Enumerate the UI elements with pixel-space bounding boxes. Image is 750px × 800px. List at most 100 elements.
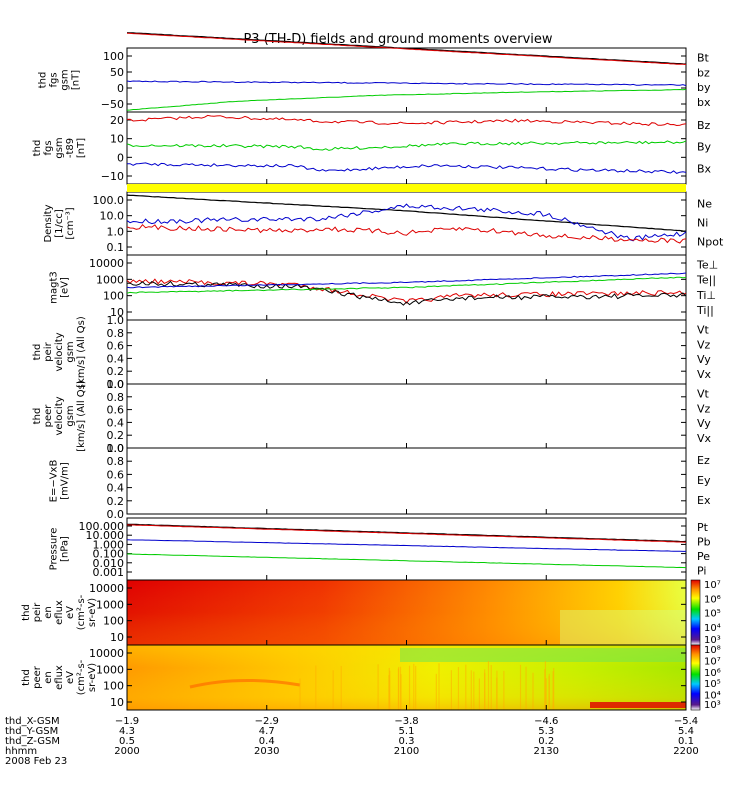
y-tick-label: 20 — [110, 114, 124, 127]
spectrogram-low-flux — [560, 610, 686, 645]
y-tick-label: 1.0 — [107, 442, 125, 455]
y-tick-label: 0.0 — [107, 442, 125, 455]
series-By — [126, 140, 687, 151]
legend-Vx: Vx — [697, 368, 712, 381]
legend-Vy: Vy — [697, 417, 711, 430]
y-axis-label: E=−VxB — [49, 460, 60, 503]
quality-flag-bar — [127, 184, 686, 192]
y-axis-label: thd — [32, 408, 43, 425]
y-axis-label: magt3 — [49, 271, 60, 304]
panel-frame — [126, 111, 687, 185]
colorbar-label: 10⁷ — [704, 656, 721, 667]
x-axis-value: 0.2 — [538, 736, 554, 747]
legend-bx: bx — [697, 96, 711, 109]
y-tick-label: 0.2 — [107, 365, 125, 378]
figure-title: P3 (TH-D) fields and ground moments over… — [243, 32, 552, 47]
x-axis-value: 2200 — [673, 746, 698, 757]
panel-frame — [126, 383, 687, 449]
spectrogram-low-energy-band — [590, 702, 686, 708]
y-tick-label: 1.0 — [107, 225, 125, 238]
colorbar-label: 10⁶ — [704, 668, 721, 679]
y-tick-label: 1000 — [96, 663, 124, 676]
y-axis-label: thd — [21, 669, 32, 686]
y-tick-label: 100.000 — [79, 520, 125, 533]
y-tick-label: 100 — [103, 290, 124, 303]
y-tick-label: 0.1 — [107, 241, 125, 254]
series-Ni — [126, 194, 687, 232]
x-axis-value: 4.3 — [119, 726, 135, 737]
legend-Ti⊥: Ti⊥ — [696, 289, 716, 302]
series-Ne — [126, 223, 687, 244]
x-axis-value: −1.9 — [115, 716, 139, 727]
legend-Npot: Npot — [697, 236, 724, 249]
y-axis-label: [nT] — [76, 138, 87, 158]
y-tick-label: 10 — [110, 696, 124, 709]
y-tick-label: −50 — [101, 98, 124, 111]
x-axis-value: 2130 — [534, 746, 559, 757]
legend-By: By — [697, 141, 712, 154]
series-Bx — [127, 162, 687, 174]
y-axis-label: eV — [65, 671, 76, 684]
y-tick-label: 0.8 — [107, 455, 125, 468]
spectrogram-high-band — [400, 648, 686, 662]
y-axis-label: [nT] — [71, 70, 82, 90]
colorbar-label: 10⁴ — [704, 623, 721, 634]
panel-frame — [126, 47, 687, 113]
y-axis-label: [nPa] — [60, 536, 71, 562]
colorbar — [690, 644, 701, 711]
y-tick-label: 10.0 — [100, 210, 125, 223]
legend-Te||: Te|| — [696, 274, 716, 287]
legend-Vt: Vt — [697, 387, 710, 400]
spectrogram-shade — [127, 580, 686, 645]
y-axis-label: gsm — [65, 405, 76, 426]
y-tick-label: 0.001 — [93, 566, 125, 579]
x-axis-value: −5.4 — [674, 716, 698, 727]
x-axis-value: 5.4 — [678, 726, 694, 737]
colorbar-label: 10⁷ — [704, 580, 721, 591]
y-axis-label: peer — [32, 665, 43, 689]
y-tick-label: 0.2 — [107, 429, 125, 442]
y-tick-label: 100 — [103, 680, 124, 693]
panel-peer_spec: 10000 1000 100 10 thd peer en eflux eV (cm²-s-sr-… — [21, 644, 721, 711]
x-axis-value: 4.7 — [259, 726, 275, 737]
legend-Vt: Vt — [697, 323, 710, 336]
y-axis-label: thd — [32, 140, 43, 157]
series-Bz — [126, 114, 687, 127]
y-tick-label: 100.0 — [93, 194, 125, 207]
series-Ti-perp — [126, 272, 687, 289]
y-tick-label: 0.8 — [107, 327, 125, 340]
y-tick-label: 0.2 — [107, 495, 125, 508]
legend-Vz: Vz — [697, 402, 711, 415]
legend-Bx: Bx — [697, 163, 712, 176]
legend-Ez: Ez — [697, 454, 710, 467]
y-tick-label: 1000 — [96, 273, 124, 286]
legend-Ti||: Ti|| — [696, 304, 714, 317]
legend-Ni: Ni — [697, 217, 708, 230]
legend-Pi: Pi — [697, 564, 706, 577]
series-bz — [126, 32, 687, 65]
y-tick-label: 0.4 — [107, 416, 125, 429]
y-axis-label: velocity — [54, 332, 65, 371]
series-Te-perp — [126, 278, 687, 304]
series-Pb — [126, 524, 687, 543]
y-tick-label: 0.100 — [93, 548, 125, 561]
y-axis-label: gsm — [60, 69, 71, 90]
panel-frame — [126, 191, 687, 256]
legend-Pb: Pb — [697, 536, 711, 549]
y-axis-label: gsm — [54, 137, 65, 158]
y-axis-label: [km/s] (All Qs) — [76, 316, 87, 388]
y-axis-label: en — [43, 606, 54, 619]
colorbar — [690, 579, 701, 646]
series-Pi — [126, 539, 686, 552]
x-axis-value: 0.5 — [119, 736, 135, 747]
y-axis-label: [mV/m] — [60, 462, 71, 500]
series-by — [126, 88, 687, 111]
y-axis-label: thd — [38, 72, 49, 89]
y-axis-label: velocity — [54, 396, 65, 435]
series-Pe — [126, 553, 687, 569]
y-axis-label: [cm⁻³] — [65, 207, 76, 239]
